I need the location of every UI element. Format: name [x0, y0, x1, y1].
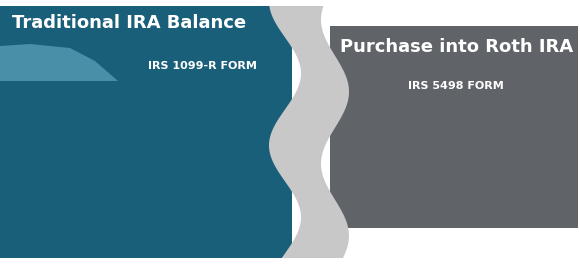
- Text: Traditional IRA Balance: Traditional IRA Balance: [12, 14, 246, 32]
- Text: IRS 5498 FORM: IRS 5498 FORM: [408, 81, 504, 91]
- Bar: [0, 6, 292, 258]
- Text: IRS 1099-R FORM: IRS 1099-R FORM: [148, 61, 257, 71]
- Polygon shape: [269, 6, 349, 258]
- Polygon shape: [0, 44, 118, 258]
- Bar: [330, 26, 578, 228]
- Text: Purchase into Roth IRA: Purchase into Roth IRA: [340, 38, 573, 56]
